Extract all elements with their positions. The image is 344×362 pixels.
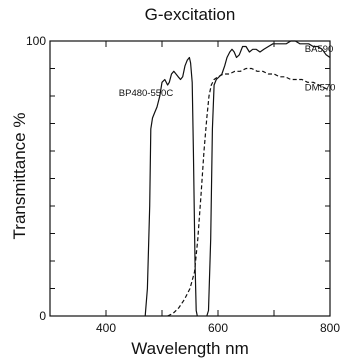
series-label-ba590: BA590: [305, 44, 334, 55]
chart-title: G-excitation: [145, 5, 236, 24]
x-tick-label: 400: [96, 321, 116, 335]
plot-frame: [49, 40, 331, 317]
series-labels: BP480-550C BA590 DM570: [119, 44, 336, 99]
series-line-dm570: [167, 67, 331, 317]
y-tick-label: 0: [39, 309, 46, 323]
axis-ticks: 400 600 800 0 100: [26, 34, 340, 335]
series-label-bp480-550c: BP480-550C: [119, 88, 174, 99]
y-tick-label: 100: [26, 34, 46, 48]
x-tick-label: 800: [320, 321, 340, 335]
series-line-bp480-550c: [144, 56, 198, 317]
series-line-ba590: [206, 40, 331, 317]
y-axis-label: Transmittance %: [10, 113, 29, 240]
series-lines: [144, 40, 331, 317]
x-axis-label: Wavelength nm: [131, 339, 248, 358]
x-tick-label: 600: [208, 321, 228, 335]
series-label-dm570: DM570: [305, 83, 336, 94]
